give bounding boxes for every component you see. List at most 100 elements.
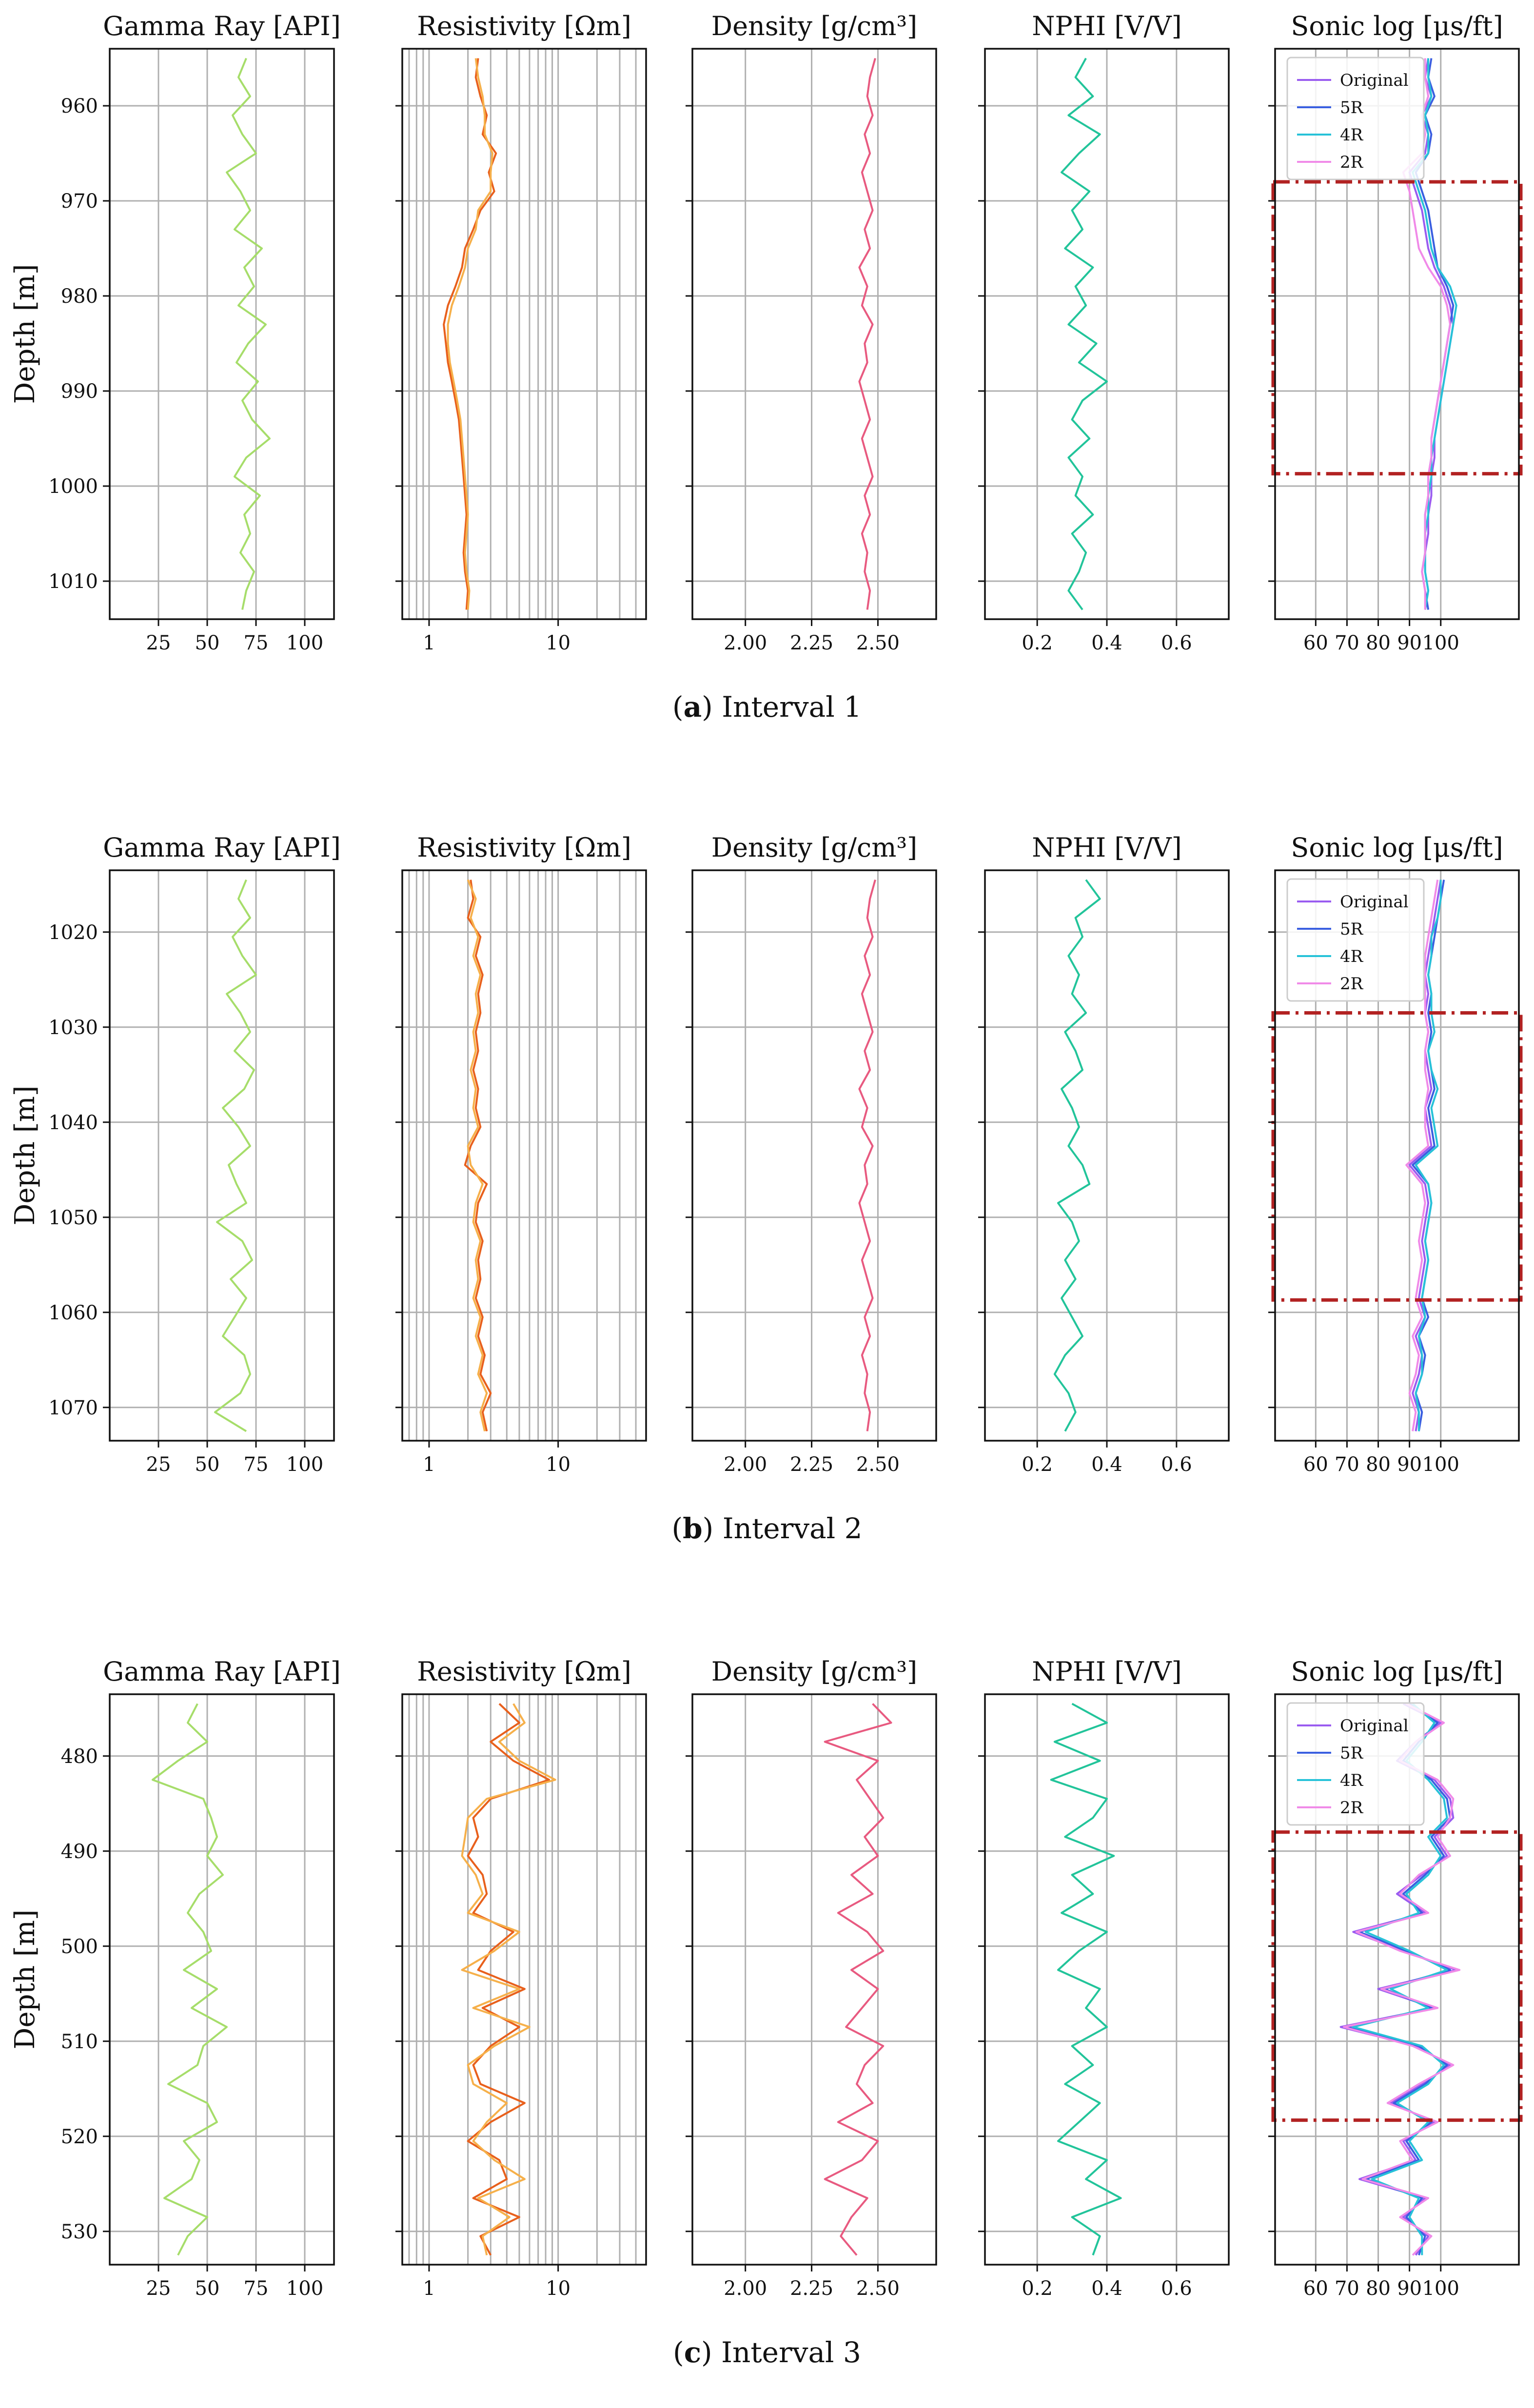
track-title: Sonic log [μs/ft] (1291, 1656, 1503, 1687)
x-tick-label: 10 (546, 632, 570, 654)
y-tick-label: 480 (61, 1745, 98, 1768)
caption-paren-open: ( (671, 1512, 683, 1545)
series-line-gr (226, 58, 271, 610)
panel-caption: (c) Interval 3 (673, 2336, 861, 2369)
legend-label: Original (1340, 1716, 1409, 1736)
track-frame (109, 869, 335, 1442)
y-tick-label: 990 (61, 380, 98, 403)
x-tick-label: 1 (423, 632, 435, 654)
track-1: Gamma Ray [API] 960 970 980 990 1000 1010 25 50 7… (48, 11, 341, 654)
series-line-2r (1405, 880, 1439, 1431)
track-1: Gamma Ray [API] 480 490 500 510 520 530 25 50 75 1… (61, 1656, 341, 2300)
track-1: Gamma Ray [API] 1020 1030 1040 1050 1060 1070 2… (48, 832, 341, 1476)
track-series-group (1050, 1703, 1122, 2256)
track-frame (401, 48, 647, 620)
y-tick-label: 1050 (48, 1207, 98, 1229)
series-line-2r (1343, 1703, 1461, 2256)
x-tick-label: 80 (1366, 1453, 1391, 1476)
x-tick-label: 0.2 (1022, 2277, 1053, 2300)
panel-caption: (b) Interval 2 (671, 1512, 862, 1545)
legend-box (1286, 1702, 1425, 1826)
caption-letter: c (684, 2336, 701, 2369)
panel-b: Depth [m]Gamma Ray [API]1020103010401050… (9, 832, 1523, 1545)
legend-label: 5R (1340, 1743, 1364, 1763)
x-tick-label: 80 (1366, 632, 1391, 654)
track-title: Density [g/cm³] (711, 832, 917, 863)
y-tick-label: 530 (61, 2221, 98, 2243)
x-tick-label: 100 (286, 2277, 323, 2300)
track-series-group (824, 1703, 892, 2256)
x-tick-label: 2.50 (856, 2277, 900, 2300)
legend-label: Original (1340, 892, 1409, 912)
track-frame (109, 1693, 335, 2266)
track-5: Sonic log [μs/ft] 60 70 80 90 100 Original 5R 4R… (1268, 11, 1523, 654)
track-title: Sonic log [μs/ft] (1291, 832, 1503, 863)
track-series-group (1053, 879, 1101, 1432)
track-series-group (464, 879, 492, 1431)
x-tick-label: 0.6 (1161, 2277, 1192, 2300)
series-line-deep (467, 1703, 550, 2256)
track-3: Density [g/cm³] 2.00 2.25 2.50 (686, 1656, 937, 2300)
y-tick-label: 520 (61, 2126, 98, 2148)
caption-paren-open: ( (673, 2336, 684, 2369)
track-4: NPHI [V/V] 0.2 0.4 0.6 (978, 832, 1230, 1476)
track-title: NPHI [V/V] (1032, 11, 1182, 41)
x-tick-label: 70 (1335, 2277, 1359, 2300)
track-4: NPHI [V/V] 0.2 0.4 0.6 (978, 11, 1230, 654)
y-tick-label: 980 (61, 285, 98, 308)
track-frame (691, 48, 937, 620)
legend-label: 4R (1340, 1771, 1364, 1790)
panel-caption: (a) Interval 1 (672, 690, 862, 724)
track-frame (691, 1693, 937, 2266)
track-2: Resistivity [Ωm] 1 10 (395, 11, 647, 654)
track-series-group (461, 1703, 556, 2256)
series-line-4r (1412, 58, 1457, 610)
series-line-shallow (447, 58, 493, 610)
track-frame (1274, 869, 1520, 1442)
x-tick-label: 60 (1303, 2277, 1328, 2300)
track-frame (691, 869, 937, 1442)
x-tick-label: 75 (244, 1453, 269, 1476)
legend-label: Original (1340, 71, 1409, 90)
track-series-group (1339, 1703, 1461, 2256)
series-line-gr (152, 1703, 228, 2256)
x-tick-label: 100 (286, 632, 323, 654)
y-tick-label: 960 (61, 95, 98, 117)
x-tick-label: 90 (1397, 632, 1422, 654)
track-2: Resistivity [Ωm] 1 10 (395, 1656, 647, 2300)
panel-a: Depth [m]Gamma Ray [API]9609709809901000… (9, 11, 1523, 724)
depth-axis-label: Depth [m] (9, 1909, 41, 2049)
x-tick-label: 60 (1303, 632, 1328, 654)
x-tick-label: 0.2 (1022, 632, 1053, 654)
track-title: Sonic log [μs/ft] (1291, 11, 1503, 41)
x-tick-label: 25 (146, 2277, 171, 2300)
track-frame (1274, 1693, 1520, 2266)
x-tick-label: 60 (1303, 1453, 1328, 1476)
x-tick-label: 25 (146, 1453, 171, 1476)
track-series-group (1061, 58, 1108, 610)
track-series-group (226, 58, 271, 610)
series-line-nphi (1061, 58, 1108, 610)
y-tick-label: 1020 (48, 921, 98, 944)
x-tick-label: 0.2 (1022, 1453, 1053, 1476)
series-line-shallow (467, 879, 488, 1431)
y-tick-label: 510 (61, 2031, 98, 2053)
track-series-group (214, 879, 257, 1432)
y-tick-label: 500 (61, 1936, 98, 1958)
track-5: Sonic log [μs/ft] 60 70 80 90 100 Original 5R 4R… (1268, 1656, 1523, 2300)
series-line-gr (214, 879, 257, 1432)
track-title: Gamma Ray [API] (103, 1656, 341, 1687)
caption-letter: a (684, 690, 702, 724)
caption-text: ) Interval 3 (701, 2336, 861, 2369)
legend-box (1286, 878, 1425, 1002)
x-tick-label: 10 (546, 2277, 570, 2300)
legend-label: 2R (1340, 153, 1364, 172)
x-tick-label: 2.25 (790, 1453, 833, 1476)
track-3: Density [g/cm³] 2.00 2.25 2.50 (686, 832, 937, 1476)
x-tick-label: 2.50 (856, 632, 900, 654)
track-title: Resistivity [Ωm] (417, 832, 631, 863)
x-tick-label: 2.25 (790, 2277, 833, 2300)
x-tick-label: 0.6 (1161, 632, 1192, 654)
series-line-shallow (461, 1703, 556, 2255)
track-2: Resistivity [Ωm] 1 10 (395, 832, 647, 1476)
